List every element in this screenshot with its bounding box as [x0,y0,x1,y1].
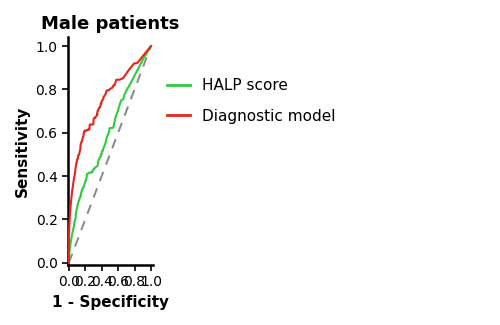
Title: Male patients: Male patients [41,15,179,33]
Legend: HALP score, Diagnostic model: HALP score, Diagnostic model [161,72,342,130]
Y-axis label: Sensitivity: Sensitivity [15,106,30,197]
X-axis label: 1 - Specificity: 1 - Specificity [52,295,169,310]
